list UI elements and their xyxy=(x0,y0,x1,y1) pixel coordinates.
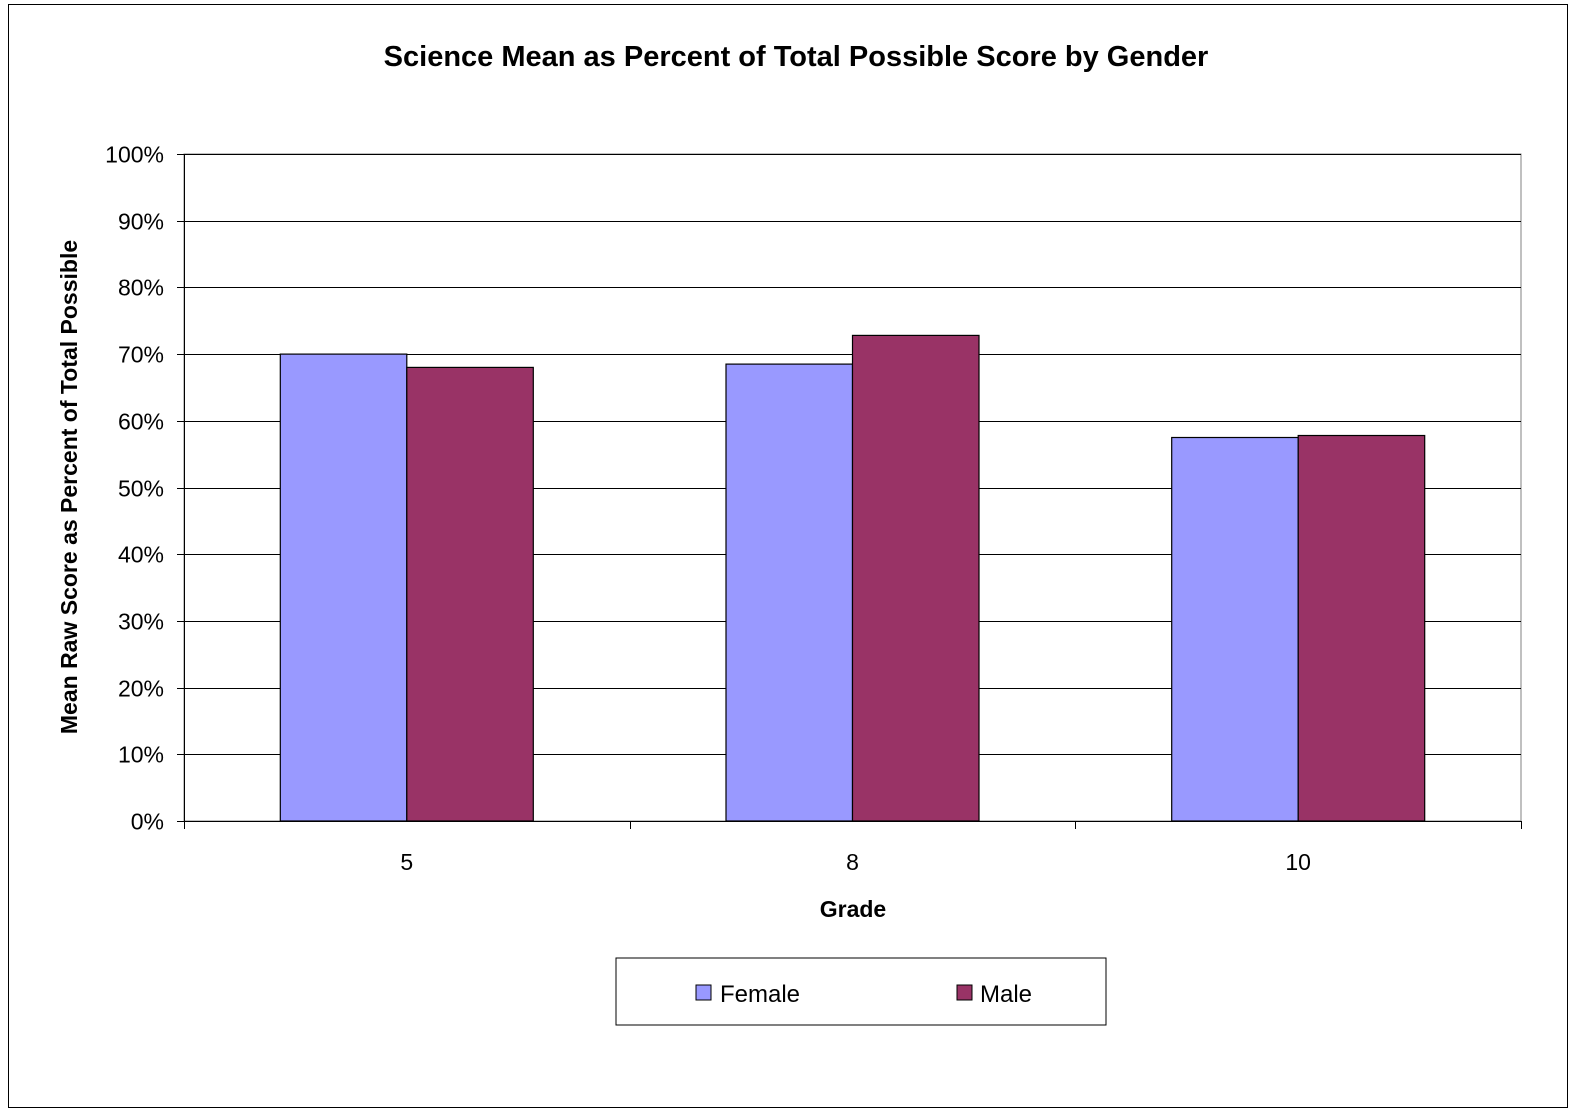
bar-male-grade-5 xyxy=(406,366,534,822)
y-tick-labels: 0% 10% 20% 30% 40% 50% 60% 70% 80% 90% 100% xyxy=(105,142,164,835)
legend: Female Male xyxy=(615,957,1107,1026)
y-tick-label: 100% xyxy=(105,142,164,168)
legend-swatch-female xyxy=(695,984,712,1001)
y-tick-label: 10% xyxy=(118,742,164,768)
y-tick-label: 80% xyxy=(118,275,164,301)
bar-female-grade-8 xyxy=(725,363,854,822)
bars xyxy=(279,334,1426,822)
bar-female-grade-10 xyxy=(1171,436,1299,822)
legend-box xyxy=(615,957,1107,1026)
y-tick-label: 60% xyxy=(118,409,164,435)
chart-title: Science Mean as Percent of Total Possibl… xyxy=(384,41,1209,73)
x-tick-label: 8 xyxy=(846,849,859,875)
y-tick-label: 30% xyxy=(118,609,164,635)
y-tick-label: 20% xyxy=(118,676,164,702)
y-tick-label: 40% xyxy=(118,542,164,568)
x-tick-label: 10 xyxy=(1285,849,1311,875)
legend-label-female: Female xyxy=(720,981,800,1008)
axes xyxy=(177,154,1522,829)
bar-male-grade-10 xyxy=(1297,434,1426,822)
bar-male-grade-8 xyxy=(851,334,980,822)
y-tick-label: 50% xyxy=(118,476,164,502)
y-tick-label: 70% xyxy=(118,342,164,368)
x-tick-labels: 5 8 10 xyxy=(400,849,1311,875)
bar-female-grade-5 xyxy=(279,353,408,822)
x-axis-title: Grade xyxy=(820,896,886,922)
x-tick-label: 5 xyxy=(400,849,413,875)
y-axis-title: Mean Raw Score as Percent of Total Possi… xyxy=(56,240,82,734)
legend-swatch-male xyxy=(956,984,973,1001)
y-tick-label: 90% xyxy=(118,209,164,235)
legend-label-male: Male xyxy=(980,981,1032,1008)
y-tick-label: 0% xyxy=(131,809,164,835)
